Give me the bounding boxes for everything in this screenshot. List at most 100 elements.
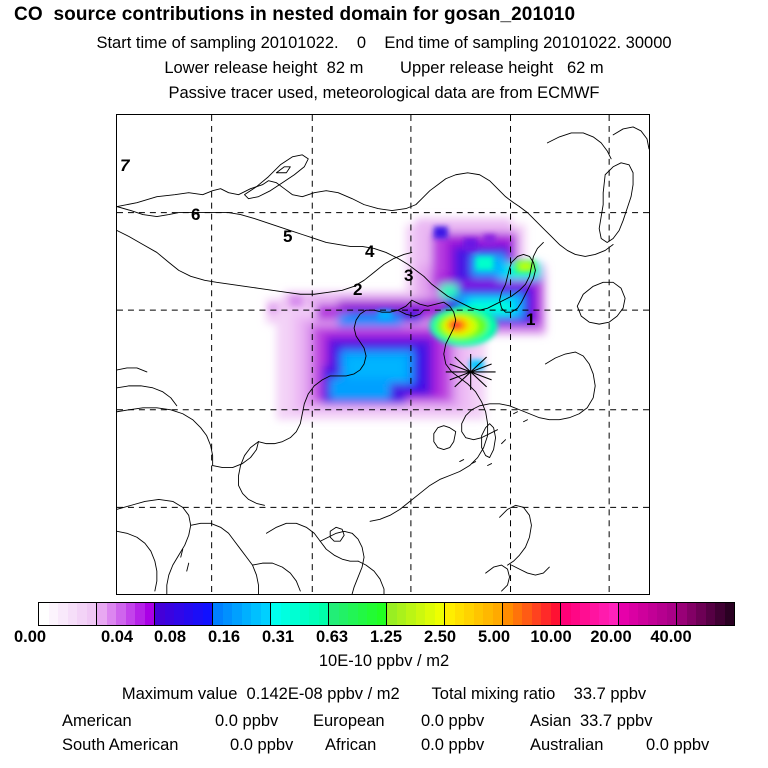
colorbar-step bbox=[425, 603, 435, 625]
colorbar-step bbox=[241, 603, 251, 625]
colorbar-tick-10: 20.00 bbox=[590, 628, 632, 646]
colorbar-segment-6 bbox=[387, 603, 445, 625]
colorbar-step bbox=[492, 603, 502, 625]
colorbar-tick-0: 0.00 bbox=[13, 628, 47, 646]
colorbar-step bbox=[299, 603, 309, 625]
colorbar-tick-6: 1.25 bbox=[369, 628, 403, 646]
stat-cell-0-5: 33.7 ppbv bbox=[580, 712, 653, 730]
colorbar-step bbox=[686, 603, 696, 625]
colorbar-step bbox=[77, 603, 87, 625]
region-label-5: 5 bbox=[283, 227, 293, 246]
colorbar-step bbox=[454, 603, 464, 625]
colorbar-step bbox=[202, 603, 212, 625]
colorbar-unit-label: 10E-10 ppbv / m2 bbox=[318, 652, 450, 670]
colorbar-step bbox=[666, 603, 676, 625]
region-label-4: 4 bbox=[365, 242, 375, 261]
stat-cell-0-0: American bbox=[62, 712, 132, 730]
colorbar-segment-3 bbox=[213, 603, 271, 625]
colorbar-step bbox=[580, 603, 590, 625]
colorbar-tick-9: 10.00 bbox=[530, 628, 572, 646]
colorbar-step bbox=[97, 603, 107, 625]
colorbar-step bbox=[183, 603, 193, 625]
stat-cell-1-3: 0.0 ppbv bbox=[421, 736, 485, 754]
colorbar-step bbox=[406, 603, 416, 625]
colorbar-step bbox=[174, 603, 184, 625]
colorbar-tick-3: 0.16 bbox=[207, 628, 241, 646]
colorbar-step bbox=[318, 603, 328, 625]
colorbar-step bbox=[271, 603, 281, 625]
sampling-time-line: Start time of sampling 20101022. 0 End t… bbox=[96, 34, 672, 52]
colorbar-segment-9 bbox=[561, 603, 619, 625]
colorbar-step bbox=[376, 603, 386, 625]
colorbar-step bbox=[367, 603, 377, 625]
colorbar-step bbox=[696, 603, 706, 625]
map-canvas: 1 2 3 4 5 6 7 bbox=[117, 115, 649, 594]
colorbar-step bbox=[724, 603, 734, 625]
contribution-row-2: South American 0.0 ppbv African 0.0 ppbv Aus… bbox=[0, 736, 768, 758]
colorbar-step bbox=[387, 603, 397, 625]
region-label-1: 1 bbox=[526, 310, 536, 329]
stat-cell-0-1: 0.0 ppbv bbox=[215, 712, 279, 730]
region-label-6: 6 bbox=[191, 205, 201, 224]
colorbar-step bbox=[619, 603, 629, 625]
stat-cell-0-4: Asian bbox=[530, 712, 572, 730]
stat-cell-1-0: South American bbox=[62, 736, 179, 754]
colorbar-step bbox=[550, 603, 560, 625]
map-overlay-layer bbox=[117, 115, 649, 594]
stat-cell-1-4: Australian bbox=[530, 736, 604, 754]
colorbar-step bbox=[348, 603, 358, 625]
stat-cell-0-2: European bbox=[313, 712, 385, 730]
colorbar-step bbox=[589, 603, 599, 625]
colorbar-step bbox=[608, 603, 618, 625]
colorbar-tick-4: 0.31 bbox=[261, 628, 295, 646]
colorbar-tick-7: 2.50 bbox=[423, 628, 457, 646]
colorbar-step bbox=[125, 603, 135, 625]
colorbar-segment-1 bbox=[97, 603, 155, 625]
colorbar-step bbox=[503, 603, 513, 625]
colorbar-step bbox=[638, 603, 648, 625]
colorbar-step bbox=[232, 603, 242, 625]
release-site-marker bbox=[445, 354, 496, 390]
colorbar-segment-0 bbox=[39, 603, 97, 625]
maximum-value-line: Maximum value 0.142E-08 ppbv / m2 Total … bbox=[121, 685, 647, 703]
colorbar-step bbox=[599, 603, 609, 625]
colorbar-segment-10 bbox=[619, 603, 677, 625]
colorbar-step bbox=[58, 603, 68, 625]
colorbar-step bbox=[705, 603, 715, 625]
graticule-lines bbox=[117, 115, 649, 594]
colorbar-step bbox=[628, 603, 638, 625]
colorbar-step bbox=[155, 603, 165, 625]
colorbar-step bbox=[415, 603, 425, 625]
colorbar-step bbox=[715, 603, 725, 625]
colorbar-tick-11: 40.00 bbox=[650, 628, 692, 646]
tracer-meteorology-line: Passive tracer used, meteorological data… bbox=[168, 84, 600, 102]
colorbar-step bbox=[251, 603, 261, 625]
page-title: CO source contributions in nested domain… bbox=[14, 4, 576, 25]
colorbar bbox=[38, 602, 735, 626]
colorbar-step bbox=[222, 603, 232, 625]
colorbar-step bbox=[309, 603, 319, 625]
colorbar-step bbox=[67, 603, 77, 625]
colorbar-step bbox=[116, 603, 126, 625]
colorbar-segment-2 bbox=[155, 603, 213, 625]
colorbar-step bbox=[541, 603, 551, 625]
colorbar-step bbox=[657, 603, 667, 625]
colorbar-step bbox=[464, 603, 474, 625]
map-panel[interactable]: 1 2 3 4 5 6 7 bbox=[116, 114, 650, 595]
stat-cell-0-3: 0.0 ppbv bbox=[421, 712, 485, 730]
colorbar-segment-7 bbox=[445, 603, 503, 625]
colorbar-segment-4 bbox=[271, 603, 329, 625]
colorbar-step bbox=[357, 603, 367, 625]
colorbar-tick-2: 0.08 bbox=[153, 628, 187, 646]
colorbar-step bbox=[106, 603, 116, 625]
colorbar-step bbox=[329, 603, 339, 625]
colorbar-step bbox=[164, 603, 174, 625]
colorbar-step bbox=[512, 603, 522, 625]
coastline-paths bbox=[117, 126, 649, 594]
colorbar-step bbox=[445, 603, 455, 625]
colorbar-step bbox=[290, 603, 300, 625]
colorbar-step bbox=[561, 603, 571, 625]
stat-cell-1-1: 0.0 ppbv bbox=[230, 736, 294, 754]
colorbar-step bbox=[570, 603, 580, 625]
release-height-line: Lower release height 82 m Upper release … bbox=[164, 59, 604, 77]
